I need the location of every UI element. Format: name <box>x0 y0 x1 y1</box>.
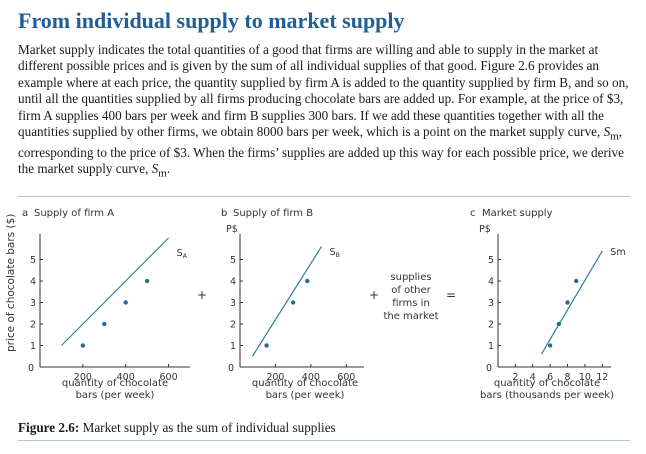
y-tick-label-a: 5 <box>30 255 36 266</box>
x-tick-label-a: 200 <box>74 372 92 383</box>
figure-caption: Figure 2.6: Market supply as the sum of … <box>18 420 336 436</box>
data-point-a <box>123 300 128 305</box>
y-tick-label-b: 4 <box>230 277 236 288</box>
y-tick-label-c: 2 <box>488 320 494 331</box>
x-axis-label-c: bars (thousands per week) <box>480 390 614 401</box>
chart-panel-a: a Supply of firm A 0 1 2 3 4 5 200 400 600 SA quanti… <box>22 208 190 401</box>
x-tick-label-a: 600 <box>160 372 178 383</box>
middle-note-line-4: the market <box>383 311 438 322</box>
page-title: From individual supply to market supply <box>18 8 405 33</box>
y-tick-label-c: 4 <box>488 277 494 288</box>
y-tick-label-c: 5 <box>488 255 494 266</box>
figure-caption-label: Figure 2.6: <box>18 420 80 435</box>
y-unit-label-c: P$ <box>479 224 491 235</box>
origin-label-c: 0 <box>486 363 492 374</box>
data-point-a <box>80 343 86 348</box>
origin-label-b: 0 <box>228 363 234 374</box>
x-tick-label-b: 200 <box>266 372 284 383</box>
supply-curve-b <box>251 246 322 357</box>
y-tick-label-b: 2 <box>230 320 236 331</box>
panel-letter-b: b <box>221 208 227 219</box>
panel-title-a: Supply of firm A <box>34 208 114 219</box>
plus-sign-1: + <box>197 288 207 302</box>
x-tick-label-c: 10 <box>579 372 591 383</box>
y-tick-label-a: 3 <box>30 298 36 309</box>
origin-label-a: 0 <box>28 363 34 374</box>
supply-curve-a <box>61 237 169 346</box>
figure-bottom-rule <box>18 440 630 441</box>
x-tick-label-c: 4 <box>530 372 536 383</box>
paragraph-part-2: , corresponding to the price of $3. When… <box>18 124 624 177</box>
equals-sign: = <box>446 288 456 302</box>
data-point-c <box>547 343 553 348</box>
middle-note-line-2: of other <box>391 285 431 296</box>
curve-label-sub-b: B <box>336 251 340 259</box>
panel-letter-c: c <box>470 208 476 219</box>
y-tick-label-b: 5 <box>230 255 236 266</box>
x-axis-label-c: quantity of chocolate <box>494 378 600 389</box>
x-tick-label-c: 12 <box>596 372 608 383</box>
x-tick-label-c: 2 <box>512 372 518 383</box>
y-tick-label-c: 1 <box>488 341 494 352</box>
body-paragraph: Market supply indicates the total quanti… <box>18 42 630 183</box>
sm-subscript-2: m <box>158 168 167 181</box>
data-point-c <box>565 300 570 305</box>
curve-label-sub-a: A <box>183 252 188 260</box>
y-tick-label-a: 4 <box>30 277 36 288</box>
data-point-a <box>144 278 150 284</box>
supply-curve-c <box>540 250 603 355</box>
x-tick-label-a: 400 <box>117 372 135 383</box>
figure-caption-text: Market supply as the sum of individual s… <box>79 420 336 435</box>
y-tick-label-b: 3 <box>230 298 236 309</box>
panel-title-b: Supply of firm B <box>233 208 313 219</box>
x-axis-label-b: bars (per week) <box>266 390 345 401</box>
x-axis-label-a: bars (per week) <box>76 390 155 401</box>
data-point-b <box>264 343 269 348</box>
x-tick-label-b: 600 <box>337 372 355 383</box>
data-point-a <box>102 321 107 327</box>
plus-sign-2: + <box>369 288 379 302</box>
x-axis-label-b: quantity of chocolate <box>252 378 358 389</box>
sm-symbol: S <box>603 124 611 140</box>
y-tick-label-c: 3 <box>488 298 494 309</box>
x-tick-label-b: 400 <box>302 372 320 383</box>
data-point-c <box>556 321 562 327</box>
x-tick-label-c: 6 <box>547 372 553 383</box>
panel-letter-a: a <box>22 208 28 219</box>
panel-title-c: Market supply <box>482 208 553 219</box>
curve-label-c: Sm <box>610 247 625 258</box>
sm-subscript: m <box>610 130 619 143</box>
x-axis-label-a: quantity of chocolate <box>62 378 168 389</box>
paragraph-end: . <box>166 161 171 177</box>
y-tick-label-b: 1 <box>230 341 236 352</box>
data-point-b <box>305 278 310 284</box>
middle-note-line-1: supplies <box>390 272 431 283</box>
y-tick-label-a: 2 <box>30 320 36 331</box>
data-point-b <box>290 300 296 305</box>
paragraph-part-1: Market supply indicates the total quanti… <box>18 42 629 140</box>
curve-label-b: SB <box>329 247 340 259</box>
y-tick-label-a: 1 <box>30 341 36 352</box>
sm-symbol-2: S <box>151 161 159 177</box>
x-tick-label-c: 8 <box>565 372 571 383</box>
middle-note-line-3: firms in <box>392 298 429 309</box>
y-unit-label-b: P$ <box>226 224 238 235</box>
chart-panel-b: b Supply of firm B P$ 0 1 2 3 4 5 200 400 600 SB quan… <box>221 208 364 401</box>
y-axis-label: price of chocolate bars ($) <box>5 214 17 352</box>
curve-label-a: SA <box>177 248 188 260</box>
figure-top-rule <box>18 196 630 197</box>
data-point-c <box>574 278 579 284</box>
